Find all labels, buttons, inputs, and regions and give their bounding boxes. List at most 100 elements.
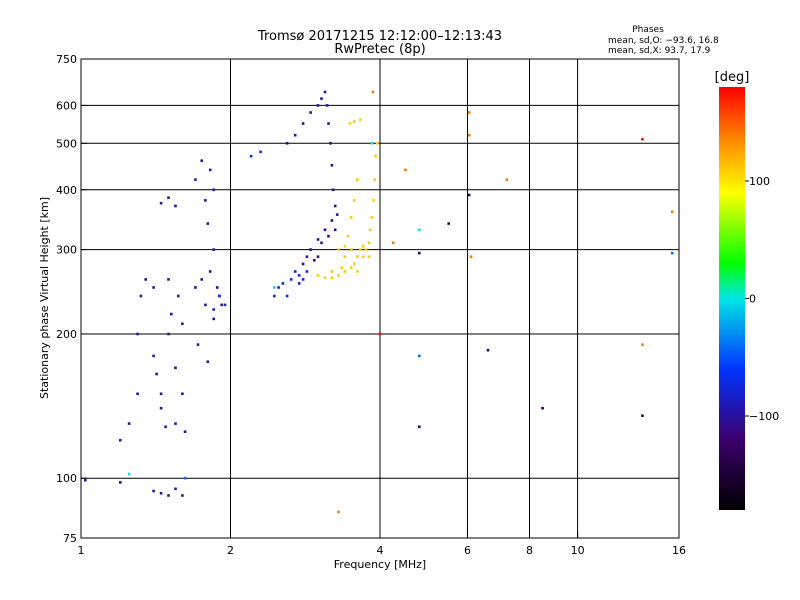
colorbar-label: [deg] (715, 70, 750, 85)
data-point (167, 196, 170, 199)
data-point (183, 430, 187, 433)
data-point (367, 255, 371, 258)
data-point (373, 178, 376, 181)
data-point (327, 122, 330, 125)
data-point (313, 259, 316, 262)
data-point (301, 278, 305, 281)
data-point (467, 133, 471, 137)
data-point (293, 270, 297, 273)
data-point (330, 164, 334, 167)
data-point (670, 251, 674, 255)
data-point (139, 294, 143, 298)
y-tick-label: 300 (56, 244, 77, 257)
y-tick-label: 100 (56, 472, 77, 485)
data-point (418, 228, 421, 232)
data-point (486, 348, 490, 352)
data-point (337, 510, 340, 514)
chart-title: Tromsø 20171215 12:12:00–12:13:43 (257, 29, 502, 44)
data-point (206, 360, 210, 363)
data-point (167, 278, 170, 281)
data-point (353, 262, 356, 266)
data-point (323, 276, 327, 280)
x-tick-label: 6 (464, 544, 471, 557)
y-tick-label: 400 (56, 184, 77, 197)
chart-subtitle: RwPretec (8p) (334, 42, 425, 57)
data-point (119, 438, 122, 442)
data-point (285, 294, 289, 298)
data-point (353, 120, 356, 123)
data-point (212, 188, 215, 192)
data-point (641, 343, 644, 346)
y-tick-label: 500 (56, 137, 77, 150)
data-point (325, 104, 329, 107)
data-point (200, 159, 203, 162)
data-point (220, 303, 223, 307)
data-point (641, 414, 644, 417)
data-point (293, 133, 297, 137)
data-point (361, 255, 365, 258)
data-point (316, 274, 320, 277)
x-tick-label: 1 (78, 544, 85, 557)
data-point (309, 248, 312, 251)
data-point (330, 270, 334, 273)
data-point (174, 204, 177, 208)
data-point (297, 274, 301, 277)
data-point (333, 204, 337, 208)
data-point (316, 238, 320, 241)
data-point (356, 178, 359, 181)
data-point (155, 372, 158, 376)
x-tick-label: 2 (227, 544, 234, 557)
data-point (136, 392, 139, 396)
data-point (337, 274, 340, 277)
data-point (316, 255, 320, 258)
data-point (215, 286, 219, 289)
data-point (374, 154, 377, 158)
data-point (327, 234, 330, 238)
data-point (378, 332, 382, 336)
data-point (208, 270, 212, 273)
data-point (346, 234, 350, 238)
data-point (174, 487, 177, 491)
stats-x: mean, sd,X: 93.7, 17.9 (608, 46, 711, 56)
data-point (670, 210, 674, 213)
data-point (289, 278, 293, 281)
colorbar-tick-label: −100 (749, 410, 779, 423)
x-axis-ticks: 1 2 4 6 8 10 16 (78, 532, 686, 557)
data-point (447, 222, 450, 225)
x-tick-label: 10 (571, 544, 585, 557)
data-point (349, 266, 353, 269)
data-point (372, 199, 375, 202)
data-point (181, 322, 184, 326)
data-point (467, 111, 471, 114)
data-point (320, 97, 323, 100)
data-point (359, 248, 362, 251)
data-point (359, 118, 362, 122)
data-point (297, 282, 301, 285)
data-point (418, 354, 421, 358)
data-point (273, 286, 276, 289)
data-point (356, 270, 359, 273)
data-point (309, 111, 312, 114)
data-point (301, 262, 305, 266)
colorbar-tick-label: 100 (749, 175, 770, 188)
x-axis-label: Frequency [MHz] (334, 558, 426, 571)
data-point (323, 228, 327, 232)
data-point (196, 343, 200, 346)
data-point (340, 266, 344, 269)
data-point (212, 248, 215, 251)
data-point (281, 282, 285, 285)
data-point (273, 294, 276, 298)
data-point (418, 251, 421, 255)
data-point (181, 392, 184, 396)
data-point (249, 154, 253, 158)
data-point (367, 241, 371, 245)
data-point (164, 425, 167, 429)
data-point (144, 278, 147, 281)
data-point (333, 228, 337, 232)
data-point (159, 201, 163, 205)
data-point (218, 294, 221, 298)
data-point (208, 168, 212, 172)
data-point (353, 199, 356, 202)
data-point (330, 219, 334, 222)
